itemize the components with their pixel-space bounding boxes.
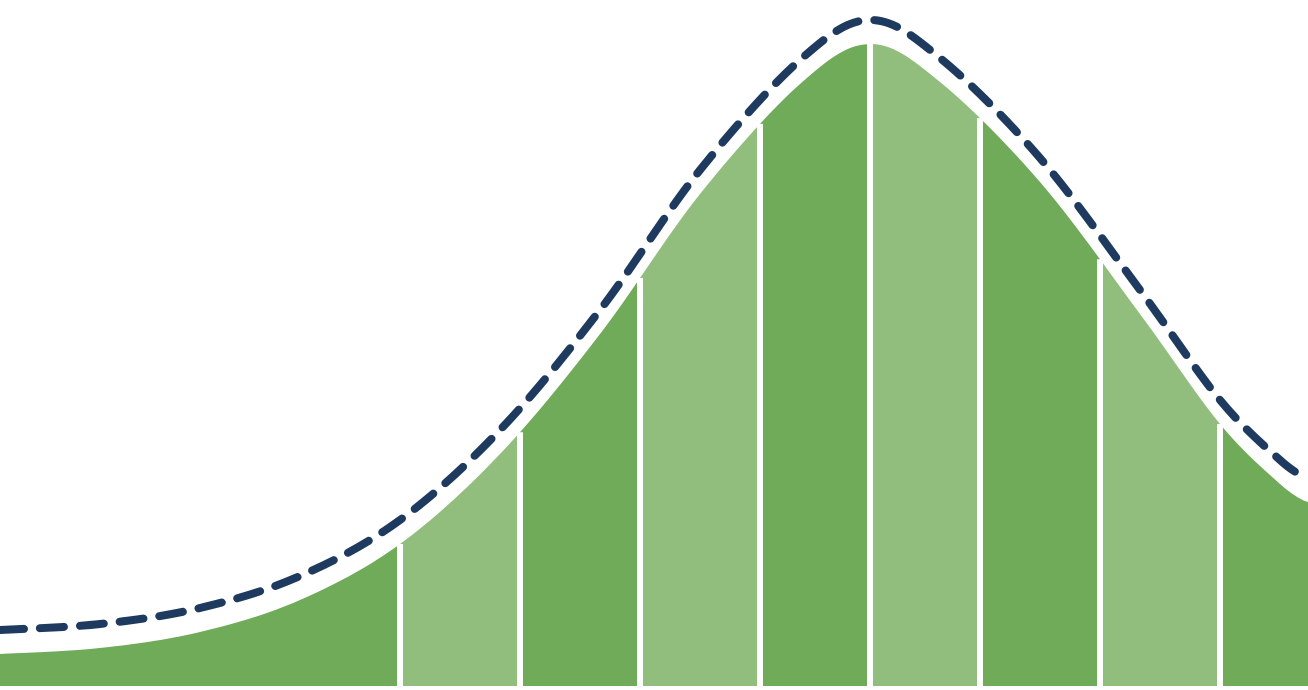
histogram-segment (980, 118, 1100, 686)
histogram-segment (1220, 424, 1308, 686)
distribution-chart (0, 0, 1308, 690)
histogram-segment (640, 124, 760, 686)
histogram-segment (870, 44, 980, 686)
histogram-segment (0, 544, 400, 686)
histogram-bars (0, 44, 1308, 686)
histogram-segment (760, 44, 870, 686)
